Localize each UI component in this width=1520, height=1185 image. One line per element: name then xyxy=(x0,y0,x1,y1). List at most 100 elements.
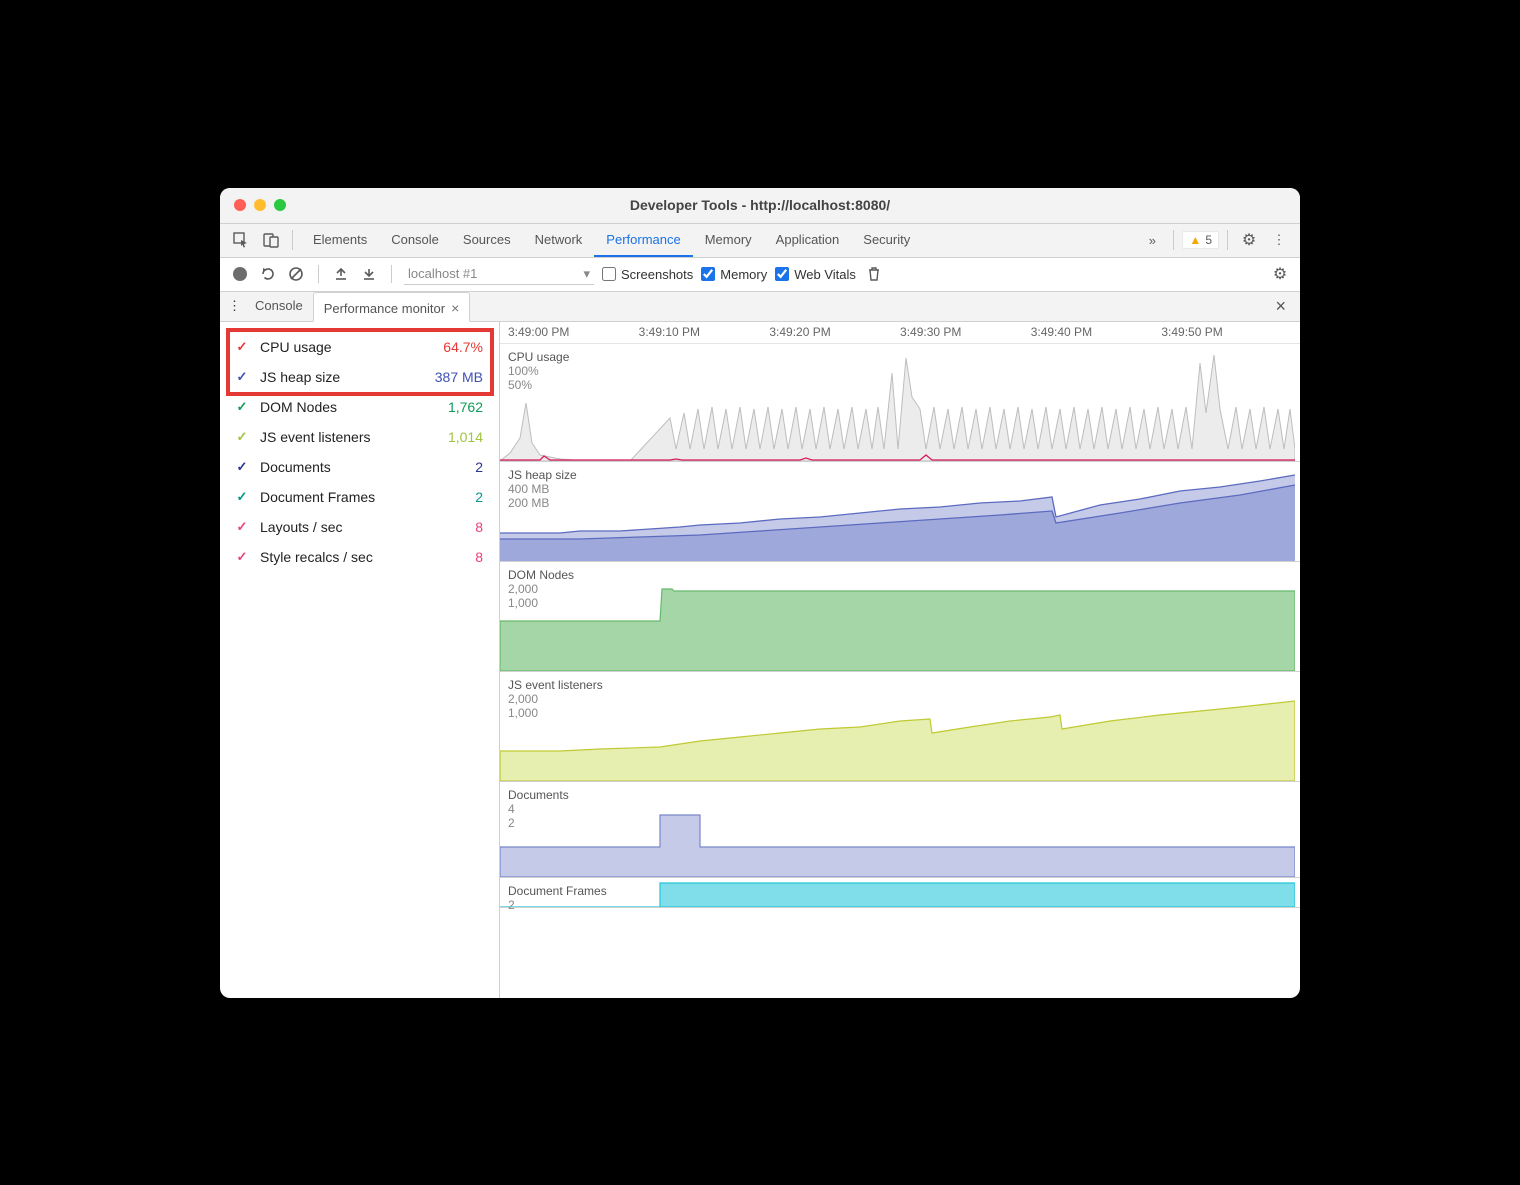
check-icon: ✓ xyxy=(234,339,250,355)
time-tick: 3:49:10 PM xyxy=(639,325,770,339)
time-axis: 3:49:00 PM3:49:10 PM3:49:20 PM3:49:30 PM… xyxy=(500,322,1300,344)
save-profile-icon[interactable] xyxy=(359,264,379,284)
check-icon: ✓ xyxy=(234,489,250,505)
garbage-collect-icon[interactable] xyxy=(864,264,884,284)
screenshots-label: Screenshots xyxy=(621,267,693,282)
metric-value: 1,762 xyxy=(448,399,483,415)
performance-toolbar: localhost #1 ▾ Screenshots Memory Web Vi… xyxy=(220,258,1300,292)
tab-network[interactable]: Network xyxy=(523,223,595,257)
screenshots-checkbox[interactable]: Screenshots xyxy=(602,267,693,282)
warnings-count: 5 xyxy=(1205,233,1212,247)
check-icon: ✓ xyxy=(234,459,250,475)
tab-console[interactable]: Console xyxy=(379,223,451,257)
metric-label: Layouts / sec xyxy=(260,519,465,535)
performance-monitor-body: ✓ CPU usage 64.7% ✓ JS heap size 387 MB ✓ DOM N… xyxy=(220,322,1300,998)
chart-docs: Documents42 xyxy=(500,782,1300,878)
reload-button[interactable] xyxy=(258,264,278,284)
metric-label: JS heap size xyxy=(260,369,425,385)
check-icon: ✓ xyxy=(234,369,250,385)
webvitals-checkbox[interactable]: Web Vitals xyxy=(775,267,856,282)
record-button[interactable] xyxy=(230,264,250,284)
drawer-tabbar: ⋮ ConsolePerformance monitor× × xyxy=(220,292,1300,322)
warning-icon: ▲ xyxy=(1189,233,1201,247)
drawer-tab-console[interactable]: Console xyxy=(245,291,313,321)
metric-row-heap[interactable]: ✓ JS heap size 387 MB xyxy=(220,362,499,392)
settings-gear-icon[interactable]: ⚙ xyxy=(1236,227,1262,253)
host-label: localhost #1 xyxy=(408,266,477,281)
time-tick: 3:49:20 PM xyxy=(769,325,900,339)
chart-dom: DOM Nodes2,0001,000 xyxy=(500,562,1300,672)
check-icon: ✓ xyxy=(234,549,250,565)
time-tick: 3:49:30 PM xyxy=(900,325,1031,339)
metric-row-dom[interactable]: ✓ DOM Nodes 1,762 xyxy=(220,392,499,422)
close-tab-icon[interactable]: × xyxy=(451,300,459,316)
drawer-tabs: ConsolePerformance monitor× xyxy=(245,291,470,321)
chart-heap: JS heap size400 MB200 MB xyxy=(500,462,1300,562)
metric-label: CPU usage xyxy=(260,339,433,355)
separator xyxy=(292,230,293,250)
metric-row-cpu[interactable]: ✓ CPU usage 64.7% xyxy=(220,332,499,362)
check-icon: ✓ xyxy=(234,519,250,535)
metric-value: 8 xyxy=(475,549,483,565)
metrics-sidebar: ✓ CPU usage 64.7% ✓ JS heap size 387 MB ✓ DOM N… xyxy=(220,322,500,998)
separator xyxy=(318,265,319,283)
webvitals-label: Web Vitals xyxy=(794,267,856,282)
metric-value: 64.7% xyxy=(443,339,483,355)
metric-label: Documents xyxy=(260,459,465,475)
kebab-menu-icon[interactable]: ⋮ xyxy=(1266,227,1292,253)
memory-checkbox[interactable]: Memory xyxy=(701,267,767,282)
webvitals-checkbox-input[interactable] xyxy=(775,267,789,281)
metric-value: 1,014 xyxy=(448,429,483,445)
screenshots-checkbox-input[interactable] xyxy=(602,267,616,281)
chart-cpu: CPU usage100%50% xyxy=(500,344,1300,462)
time-tick: 3:49:50 PM xyxy=(1161,325,1292,339)
main-tabbar: ElementsConsoleSourcesNetworkPerformance… xyxy=(220,224,1300,258)
metric-row-docs[interactable]: ✓ Documents 2 xyxy=(220,452,499,482)
check-icon: ✓ xyxy=(234,429,250,445)
metric-label: Style recalcs / sec xyxy=(260,549,465,565)
metric-label: DOM Nodes xyxy=(260,399,438,415)
chevron-down-icon: ▾ xyxy=(583,266,590,282)
window-title: Developer Tools - http://localhost:8080/ xyxy=(220,197,1300,213)
tab-security[interactable]: Security xyxy=(851,223,922,257)
time-tick: 3:49:00 PM xyxy=(508,325,639,339)
time-tick: 3:49:40 PM xyxy=(1031,325,1162,339)
metric-value: 8 xyxy=(475,519,483,535)
drawer-tab-performance-monitor[interactable]: Performance monitor× xyxy=(313,292,471,322)
metric-label: JS event listeners xyxy=(260,429,438,445)
clear-button[interactable] xyxy=(286,264,306,284)
separator xyxy=(1227,230,1228,250)
host-selector[interactable]: localhost #1 ▾ xyxy=(404,264,594,285)
metric-value: 2 xyxy=(475,459,483,475)
charts-area: 3:49:00 PM3:49:10 PM3:49:20 PM3:49:30 PM… xyxy=(500,322,1300,998)
check-icon: ✓ xyxy=(234,399,250,415)
tab-sources[interactable]: Sources xyxy=(451,223,523,257)
inspect-element-icon[interactable] xyxy=(228,227,254,253)
metric-row-listeners[interactable]: ✓ JS event listeners 1,014 xyxy=(220,422,499,452)
close-drawer-button[interactable]: × xyxy=(1269,296,1292,317)
more-tabs-icon[interactable]: » xyxy=(1139,227,1165,253)
devtools-window: Developer Tools - http://localhost:8080/… xyxy=(220,188,1300,998)
drawer-kebab-menu-icon[interactable]: ⋮ xyxy=(228,298,241,314)
metric-value: 2 xyxy=(475,489,483,505)
separator xyxy=(1173,230,1174,250)
memory-label: Memory xyxy=(720,267,767,282)
tab-performance[interactable]: Performance xyxy=(594,223,692,257)
load-profile-icon[interactable] xyxy=(331,264,351,284)
metric-value: 387 MB xyxy=(435,369,483,385)
tab-application[interactable]: Application xyxy=(764,223,852,257)
panel-tabs: ElementsConsoleSourcesNetworkPerformance… xyxy=(301,223,1135,257)
titlebar: Developer Tools - http://localhost:8080/ xyxy=(220,188,1300,224)
capture-settings-gear-icon[interactable]: ⚙ xyxy=(1270,264,1290,284)
metric-row-layouts[interactable]: ✓ Layouts / sec 8 xyxy=(220,512,499,542)
metric-label: Document Frames xyxy=(260,489,465,505)
metric-row-frames[interactable]: ✓ Document Frames 2 xyxy=(220,482,499,512)
metric-row-recalcs[interactable]: ✓ Style recalcs / sec 8 xyxy=(220,542,499,572)
tab-memory[interactable]: Memory xyxy=(693,223,764,257)
tab-elements[interactable]: Elements xyxy=(301,223,379,257)
chart-frames: Document Frames2 xyxy=(500,878,1300,908)
device-toolbar-icon[interactable] xyxy=(258,227,284,253)
chart-listeners: JS event listeners2,0001,000 xyxy=(500,672,1300,782)
warnings-badge[interactable]: ▲ 5 xyxy=(1182,231,1219,249)
memory-checkbox-input[interactable] xyxy=(701,267,715,281)
